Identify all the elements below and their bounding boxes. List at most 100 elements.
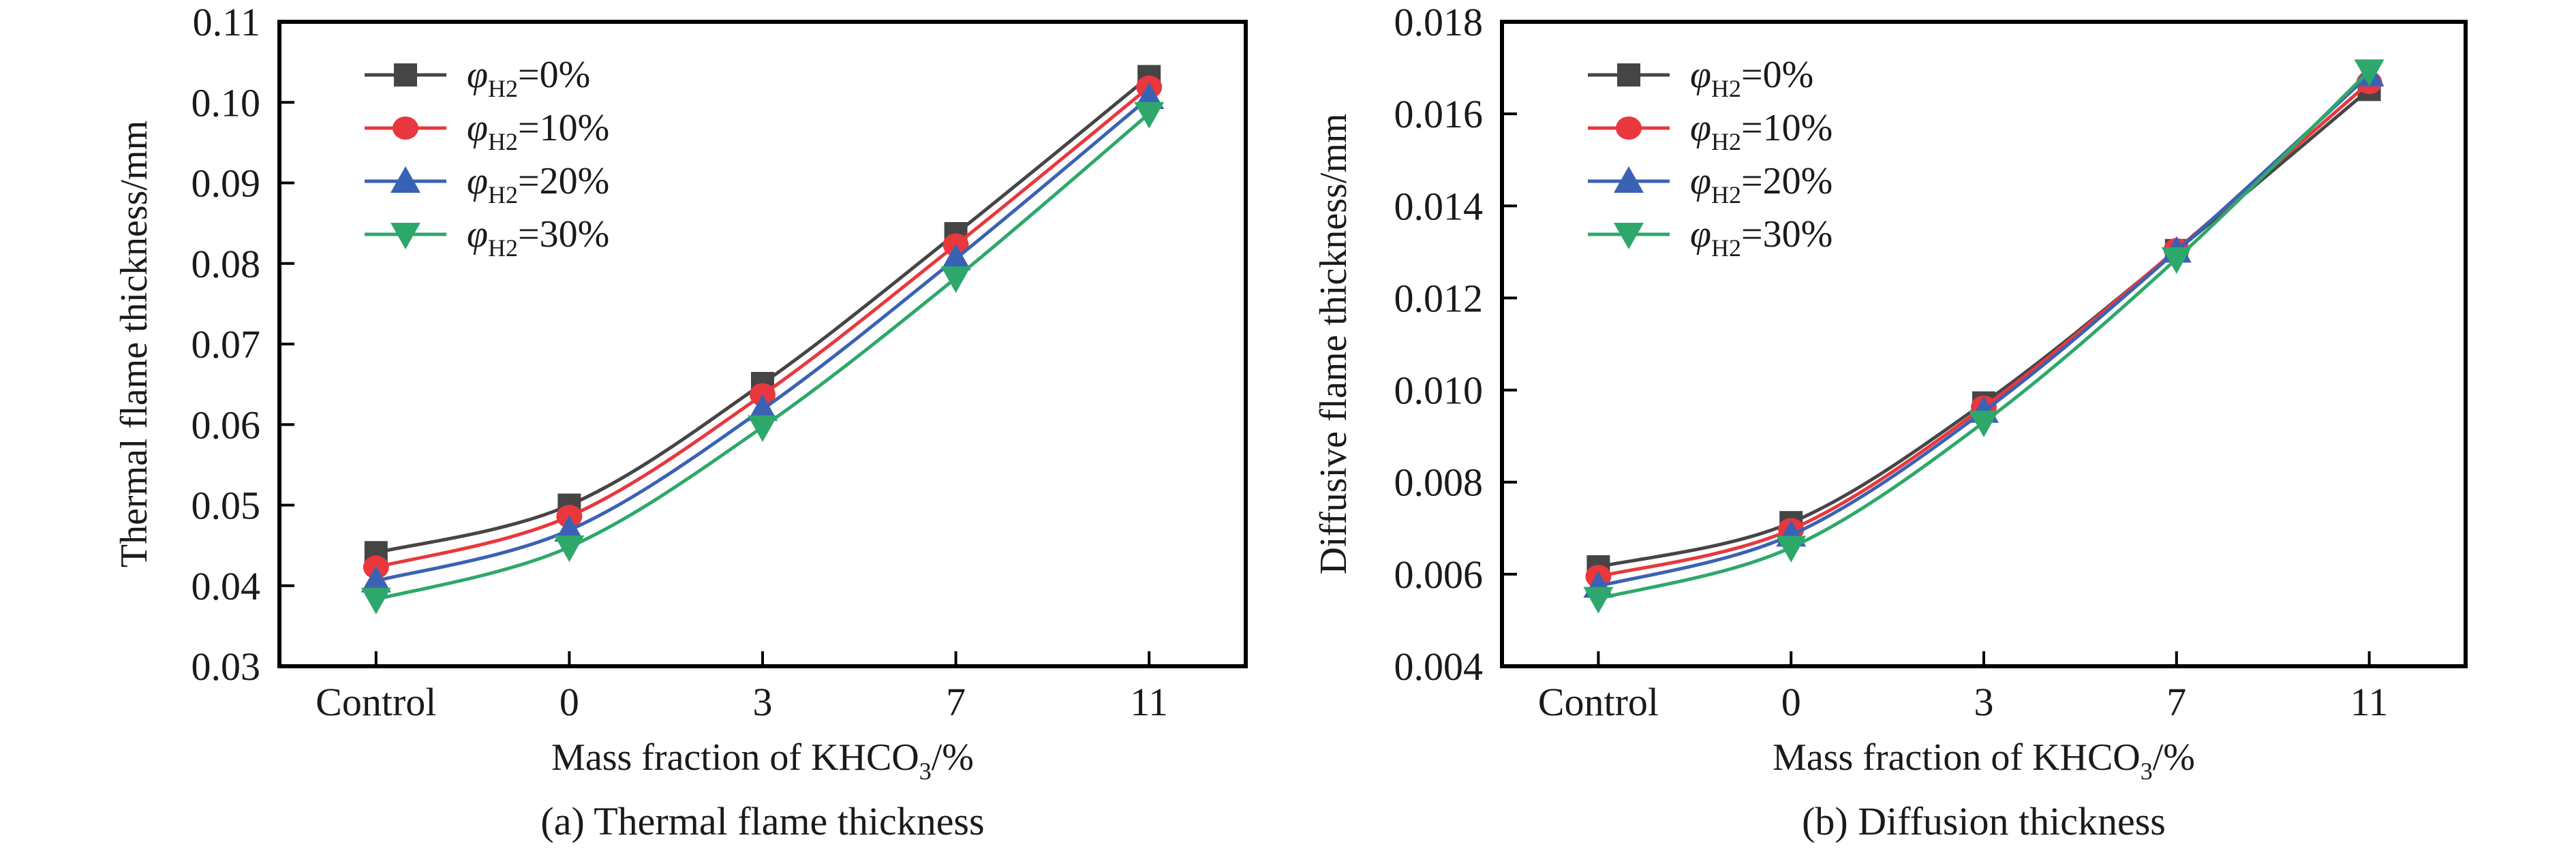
y-tick-label: 0.004 xyxy=(1394,644,1484,689)
series-2 xyxy=(361,82,1165,593)
x-tick-label: 7 xyxy=(2166,680,2186,724)
y-tick-label: 0.018 xyxy=(1394,0,1484,44)
legend-item: φH2=0% xyxy=(1588,54,1813,102)
data-point-marker xyxy=(940,243,971,270)
legend-label-value: =0% xyxy=(518,54,590,96)
y-tick-label: 0.006 xyxy=(1394,552,1484,597)
legend-item: φH2=10% xyxy=(1588,107,1833,155)
series-3 xyxy=(361,102,1165,614)
data-point-marker xyxy=(748,394,778,421)
y-axis-title: Diffusive flame thickness/mm xyxy=(1313,113,1355,574)
x-axis-title: Mass fraction of KHCO3/% xyxy=(1773,736,2195,785)
legend-label: φH2=30% xyxy=(467,213,609,262)
data-point-marker xyxy=(1583,587,1614,614)
panel-caption: (b) Diffusion thickness xyxy=(1802,799,2166,843)
series-line xyxy=(375,85,1150,569)
y-tick-label: 0.11 xyxy=(193,0,260,44)
data-point-marker xyxy=(361,587,391,614)
x-axis-title-tail: /% xyxy=(2153,736,2195,779)
y-tick-label: 0.016 xyxy=(1394,92,1484,136)
legend-label-subscript: H2 xyxy=(1711,181,1741,208)
y-tick-label: 0.10 xyxy=(191,80,261,125)
series-line xyxy=(1597,88,2371,569)
legend-item: φH2=30% xyxy=(1588,213,1833,262)
y-tick-label: 0.010 xyxy=(1394,369,1484,413)
data-point-marker xyxy=(748,415,778,442)
legend-label: φH2=0% xyxy=(1690,54,1813,102)
chart-panel-b: 0.004 0.006 0.008 0.010 0.012 0.014 0.016 0.018… xyxy=(1313,0,2468,843)
series-3 xyxy=(1583,59,2385,614)
chart-panel-a: 0.03 0.04 0.05 0.06 0.07 0.08 0.09 0.10 0.11 Cont… xyxy=(113,0,1248,843)
legend-item: φH2=20% xyxy=(365,160,609,208)
y-tick-label: 0.06 xyxy=(191,403,261,447)
data-point-marker xyxy=(1134,102,1165,129)
x-tick-label: 7 xyxy=(946,680,966,724)
series-1 xyxy=(363,75,1163,579)
series-line xyxy=(1597,81,2371,578)
legend-marker xyxy=(1614,166,1644,193)
x-axis-title-main: Mass fraction of KHCO xyxy=(551,736,919,779)
legend-marker xyxy=(1614,223,1644,249)
legend-label-subscript: H2 xyxy=(488,128,518,155)
y-tick-label: 0.014 xyxy=(1394,184,1484,228)
x-tick-label: 3 xyxy=(753,680,773,724)
legend-item: φH2=20% xyxy=(1588,160,1833,208)
x-axis-title-subscript: 3 xyxy=(919,758,932,785)
legend-label-symbol: φ xyxy=(1690,107,1711,149)
legend-marker xyxy=(1616,116,1642,140)
y-tick-label: 0.07 xyxy=(191,322,261,367)
y-tick-label: 0.012 xyxy=(1394,276,1484,320)
x-tick-label: Control xyxy=(1538,680,1659,724)
data-point-marker xyxy=(554,535,585,562)
legend-marker xyxy=(393,116,418,140)
series-0 xyxy=(1586,78,2381,579)
y-tick-label: 0.04 xyxy=(191,564,261,608)
data-point-marker xyxy=(2161,247,2192,274)
legend-label-symbol: φ xyxy=(467,160,488,202)
x-tick-label: 11 xyxy=(2350,680,2389,724)
legend-label: φH2=10% xyxy=(1690,107,1833,155)
legend-label-value: =30% xyxy=(518,213,609,255)
y-axis-title: Thermal flame thickness/mm xyxy=(113,121,155,567)
legend-label-value: =30% xyxy=(1741,213,1833,255)
legend-marker xyxy=(1617,63,1640,87)
legend-label-symbol: φ xyxy=(1690,160,1711,202)
y-tick-label: 0.08 xyxy=(191,242,261,286)
legend-marker xyxy=(394,63,417,87)
x-tick-label: 0 xyxy=(559,680,579,724)
x-tick-label: 0 xyxy=(1781,680,1801,724)
legend-label-value: =20% xyxy=(518,160,609,202)
legend-label-symbol: φ xyxy=(467,54,488,96)
legend-marker xyxy=(390,223,420,249)
legend-label-subscript: H2 xyxy=(488,75,518,102)
x-tick-label: Control xyxy=(316,680,436,724)
y-tick-label: 0.008 xyxy=(1394,461,1484,505)
x-axis-title: Mass fraction of KHCO3/% xyxy=(551,736,974,785)
x-axis-title-tail: /% xyxy=(932,736,974,779)
legend-label-value: =20% xyxy=(1741,160,1833,202)
legend-item: φH2=0% xyxy=(365,54,590,102)
legend-item: φH2=30% xyxy=(365,213,609,262)
data-point-marker xyxy=(361,565,391,593)
y-tick-label: 0.05 xyxy=(191,484,261,528)
legend-label-symbol: φ xyxy=(1690,213,1711,255)
legend-item: φH2=10% xyxy=(365,107,609,155)
x-axis-title-subscript: 3 xyxy=(2141,758,2153,785)
legend-label-symbol: φ xyxy=(1690,54,1711,96)
legend-marker xyxy=(390,166,420,193)
legend-label: φH2=0% xyxy=(467,54,590,102)
legend-label: φH2=20% xyxy=(467,160,609,208)
y-tick-label: 0.09 xyxy=(191,161,261,206)
legend-label-subscript: H2 xyxy=(488,234,518,262)
y-tick-label: 0.03 xyxy=(191,644,261,689)
data-point-marker xyxy=(554,515,585,542)
panel-caption: (a) Thermal flame thickness xyxy=(540,799,984,843)
legend-label-value: =0% xyxy=(1741,54,1813,96)
data-point-marker xyxy=(2354,59,2385,87)
legend: φH2=0%φH2=10%φH2=20%φH2=30% xyxy=(365,54,609,262)
legend-label-subscript: H2 xyxy=(1711,234,1741,262)
x-tick-label: 3 xyxy=(1974,680,1994,724)
legend-label-symbol: φ xyxy=(467,107,488,149)
legend-label-subscript: H2 xyxy=(488,181,518,208)
